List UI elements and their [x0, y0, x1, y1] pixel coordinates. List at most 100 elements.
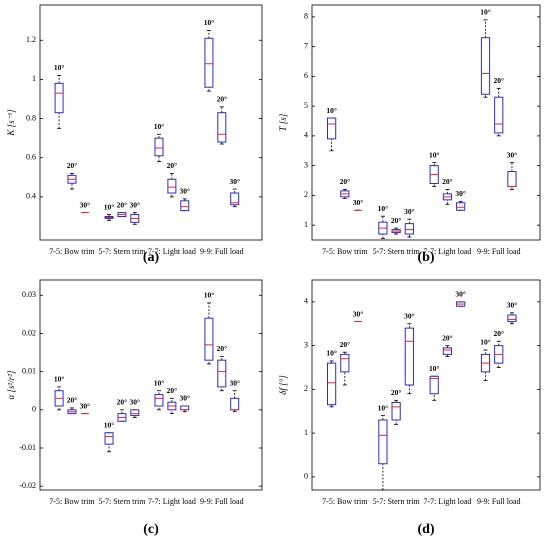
box-label: 30°	[179, 394, 190, 403]
box	[154, 394, 164, 407]
box-label: 10°	[326, 106, 337, 115]
box	[180, 200, 190, 212]
y-tick-label: 3	[304, 160, 308, 169]
box	[54, 82, 64, 114]
box-label: 10°	[429, 150, 440, 159]
box-label: 30°	[80, 200, 91, 209]
y-axis-label: δf [°]	[278, 375, 288, 395]
box-label: 20°	[391, 216, 402, 225]
y-tick-label: 0.03	[22, 290, 36, 299]
y-tick-label: 0.6	[26, 153, 36, 162]
y-tick-label: 0	[32, 405, 36, 414]
box-label: 20°	[217, 95, 228, 104]
x-tick-label: 7-7: Light load	[148, 247, 196, 256]
box-label: 20°	[442, 333, 453, 342]
y-tick-label: -0.02	[19, 481, 36, 490]
box	[378, 419, 388, 465]
box-label: 30°	[404, 207, 415, 216]
box-plot: 10°	[104, 202, 115, 221]
box-plot: 20°	[493, 329, 504, 368]
box-plot: 30°	[455, 189, 466, 211]
box-label: 30°	[455, 290, 466, 299]
box-label: 10°	[104, 420, 115, 429]
y-tick-label: 1.2	[26, 35, 36, 44]
box-plot: 30°	[353, 309, 364, 323]
box-plot: 10°	[154, 122, 165, 163]
box	[429, 375, 439, 395]
box	[217, 359, 227, 388]
box-plot: 30°	[229, 378, 240, 413]
x-tick-label: 7-7: Light load	[423, 247, 471, 256]
box-plot: 20°	[167, 161, 178, 198]
box	[480, 37, 491, 95]
x-tick-label: 7-5: Bow trim	[322, 247, 368, 256]
box-label: 10°	[378, 403, 389, 412]
box-label: 30°	[353, 309, 364, 318]
box-plot: 30°	[507, 301, 518, 325]
box	[494, 96, 504, 134]
box	[340, 353, 350, 373]
panel-label: (b)	[417, 250, 434, 265]
box-plot: 20°	[442, 177, 453, 205]
x-tick-label: 5-7: Stern trim	[373, 247, 421, 256]
y-tick-label: 5	[304, 101, 308, 110]
box-label: 30°	[353, 198, 364, 207]
y-tick-label: 0	[304, 472, 308, 481]
box	[507, 171, 517, 187]
box-plot: 10°	[104, 420, 115, 453]
box	[230, 397, 240, 411]
box-label: 10°	[326, 349, 337, 358]
y-tick-label: 4	[304, 297, 308, 306]
box-label: 20°	[442, 177, 453, 186]
box-label: 30°	[229, 378, 240, 387]
box-plot: 10°	[204, 291, 215, 365]
box-label: 10°	[154, 122, 165, 131]
box-label: 10°	[154, 378, 165, 387]
y-tick-label: 2	[304, 190, 308, 199]
panel-label: (c)	[143, 522, 159, 537]
x-tick-label: 9-9: Full load	[477, 497, 521, 506]
box-label: 30°	[80, 401, 91, 410]
y-tick-label: 6	[304, 71, 308, 80]
y-axis-label: α [s²/r²]	[6, 370, 16, 399]
box-plot: 10°	[204, 18, 215, 92]
box-plot: 20°	[391, 216, 402, 235]
y-tick-label: 0.02	[22, 328, 36, 337]
box	[104, 432, 114, 445]
box	[404, 327, 414, 386]
box-plot: 10°	[429, 364, 439, 401]
y-tick-label: 3	[304, 340, 308, 349]
axes-frame	[39, 4, 263, 241]
box-plot: 10°	[326, 106, 337, 152]
box	[230, 192, 240, 206]
box-label: 20°	[391, 388, 402, 397]
box-plot: 10°	[429, 150, 440, 187]
box-plot: 30°	[455, 290, 466, 307]
box-plot: 20°	[67, 161, 77, 190]
box-plot: 30°	[507, 150, 517, 190]
box-plot: 20°	[493, 76, 504, 137]
x-tick-label: 7-5: Bow trim	[322, 497, 368, 506]
box-label: 20°	[493, 329, 504, 338]
box-plot: 10°	[54, 375, 64, 411]
box-label: 30°	[507, 301, 518, 310]
box-label: 20°	[117, 398, 128, 407]
y-axis-label: K [s⁻¹]	[6, 109, 16, 137]
box	[507, 314, 517, 323]
axes-frame	[311, 279, 541, 491]
box	[204, 317, 214, 361]
box-label: 10°	[204, 18, 215, 27]
box-label: 20°	[167, 161, 178, 170]
x-tick-label: 5-7: Stern trim	[373, 497, 421, 506]
box-plot: 20°	[117, 200, 127, 217]
box-label: 10°	[378, 204, 389, 213]
panel-label: (a)	[143, 250, 160, 265]
box-label: 30°	[229, 177, 240, 186]
x-tick-label: 7-7: Light load	[423, 497, 471, 506]
box-label: 30°	[130, 200, 141, 209]
box-label: 10°	[204, 291, 215, 300]
box-label: 10°	[104, 202, 115, 211]
box-label: 30°	[130, 398, 141, 407]
y-tick-label: -0.01	[19, 443, 36, 452]
